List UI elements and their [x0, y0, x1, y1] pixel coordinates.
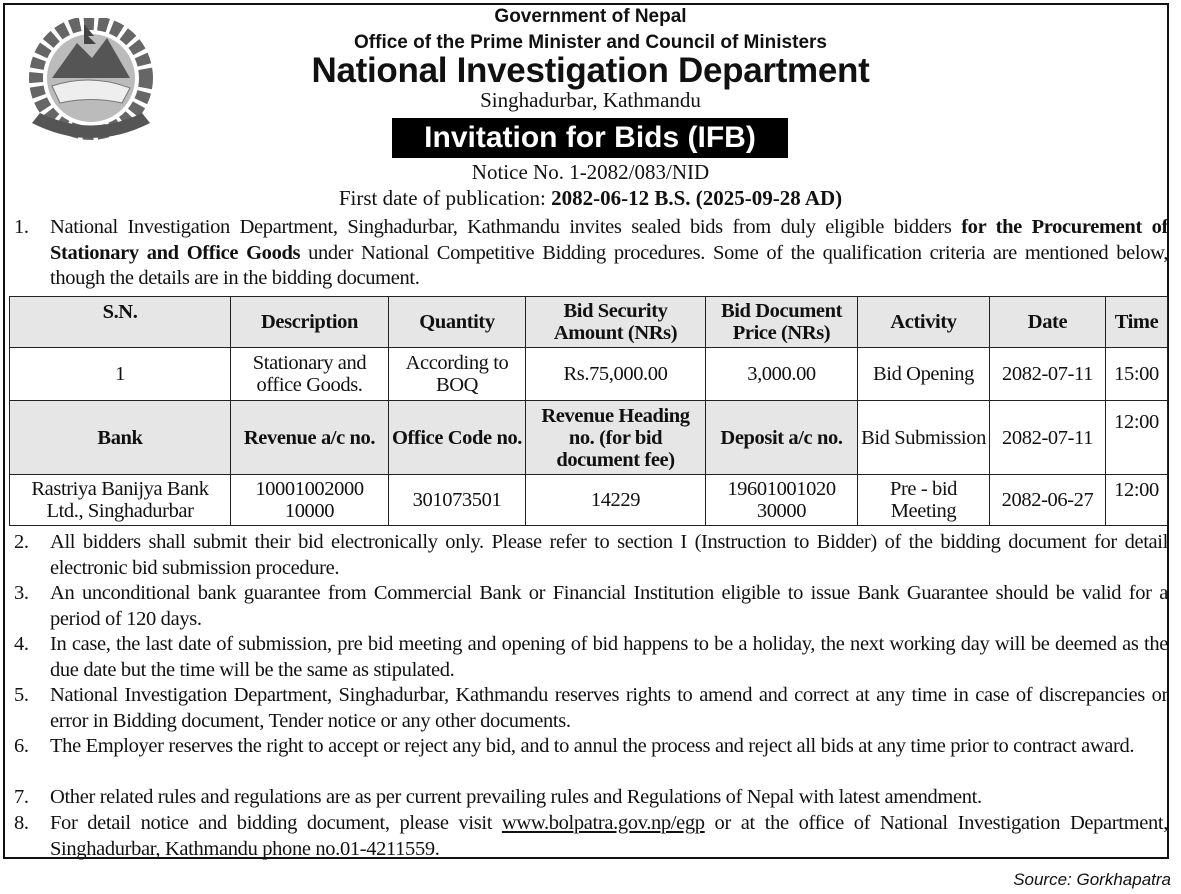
item-text: or at the office of National Investigati…: [50, 812, 1168, 860]
government-line: Government of Nepal: [494, 6, 687, 27]
notice-border: [3, 3, 1169, 859]
header-cell: Deposit a/c no.: [705, 400, 858, 475]
bolpatra-link[interactable]: www.bolpatra.gov.np/egp: [501, 812, 705, 834]
item-text: National Investigation Department, Singh…: [50, 216, 962, 238]
item-number: 3.: [14, 582, 29, 604]
item-number: 2.: [14, 531, 29, 553]
item-3: 3. An unconditional bank guarantee from C…: [14, 581, 1168, 632]
cell: 14229: [525, 474, 706, 526]
table-row: 1 Stationary and office Goods. According…: [9, 347, 1168, 401]
item-bold-text: for the Procurement of Stationary and Of…: [50, 216, 1168, 264]
cell: 3,000.00: [705, 347, 858, 401]
cell: 10001002000 10000: [230, 474, 389, 526]
notice-number: Notice No. 1-2082/083/NID: [471, 160, 710, 184]
item-text: For detail notice and bidding document, …: [50, 812, 502, 834]
bid-table: S.N. Description Quantity Bid Security A…: [9, 296, 1168, 526]
header-cell: Office Code no.: [388, 400, 526, 475]
table-header-row: Bank Revenue a/c no. Office Code no. Rev…: [9, 400, 1168, 475]
cell: 15:00: [1105, 347, 1168, 401]
header-cell: Description: [230, 296, 389, 348]
item-text: In case, the last date of submission, pr…: [50, 633, 1168, 681]
header-cell: Quantity: [388, 296, 526, 348]
header-cell: S.N.: [9, 296, 231, 348]
cell: 301073501: [388, 474, 526, 526]
address: Singhadurbar, Kathmandu: [480, 88, 701, 112]
cell: 12:00: [1105, 474, 1168, 526]
cell: 2082-06-27: [989, 474, 1106, 526]
item-7: 7. Other related rules and regulations ar…: [14, 785, 1168, 811]
cell: Bid Submission: [857, 400, 990, 475]
item-number: 6.: [14, 735, 29, 757]
header-cell: Bank: [9, 400, 231, 475]
cell: 1: [9, 347, 231, 401]
publication-date: 2082-06-12 B.S. (2025-09-28 AD): [551, 186, 843, 210]
table-row: Rastriya Banijya Bank Ltd., Singhadurbar…: [9, 474, 1168, 526]
item-4: 4. In case, the last date of submission, …: [14, 632, 1168, 683]
item-number: 7.: [14, 786, 29, 808]
header-cell: Revenue a/c no.: [230, 400, 389, 475]
item-text: The Employer reserves the right to accep…: [50, 735, 1135, 757]
item-8: 8. For detail notice and bidding documen…: [14, 811, 1168, 862]
table-header-row: S.N. Description Quantity Bid Security A…: [9, 296, 1168, 348]
header-cell: Time: [1105, 296, 1168, 348]
item-number: 8.: [14, 812, 29, 834]
item-5: 5. National Investigation Department, Sin…: [14, 683, 1168, 734]
cell: Rastriya Banijya Bank Ltd., Singhadurbar: [9, 474, 231, 526]
cell: Rs.75,000.00: [525, 347, 706, 401]
cell: 2082-07-11: [989, 400, 1106, 475]
nepal-emblem-logo: [29, 18, 153, 140]
item-text: under National Competitive Bidding proce…: [50, 241, 1168, 290]
header-cell: Activity: [857, 296, 990, 348]
item-text: Other related rules and regulations are …: [50, 786, 982, 808]
cell: Stationary and office Goods.: [230, 347, 389, 401]
publication-date-line: First date of publication: 2082-06-12 B.…: [0, 186, 1181, 211]
cell: Bid Opening: [857, 347, 990, 401]
department-name: National Investigation Department: [311, 51, 870, 90]
header-cell: Bid Document Price (NRs): [705, 296, 858, 348]
item-number: 5.: [14, 684, 29, 706]
header-cell: Bid Security Amount (NRs): [525, 296, 706, 348]
item-6: 6. The Employer reserves the right to acc…: [14, 734, 1168, 760]
item-number: 4.: [14, 633, 29, 655]
office-line: Office of the Prime Minister and Council…: [354, 32, 827, 53]
header-cell: Date: [989, 296, 1106, 348]
item-1: 1. National Investigation Department, Si…: [14, 215, 1168, 292]
cell: 19601001020 30000: [705, 474, 858, 526]
publication-label: First date of publication:: [338, 186, 552, 210]
item-2: 2. All bidders shall submit their bid ele…: [14, 530, 1168, 581]
cell: According to BOQ: [388, 347, 526, 401]
cell: Pre - bid Meeting: [857, 474, 990, 526]
item-text: An unconditional bank guarantee from Com…: [50, 582, 1168, 630]
cell: 12:00: [1105, 400, 1168, 475]
item-text: National Investigation Department, Singh…: [50, 684, 1168, 732]
item-text: All bidders shall submit their bid elect…: [50, 531, 1168, 579]
notice-title: Invitation for Bids (IFB): [392, 118, 788, 158]
item-number: 1.: [14, 216, 29, 238]
source-credit: Source: Gorkhapatra: [1013, 870, 1171, 889]
cell: 2082-07-11: [989, 347, 1106, 401]
header-cell: Revenue Heading no. (for bid document fe…: [525, 400, 706, 475]
